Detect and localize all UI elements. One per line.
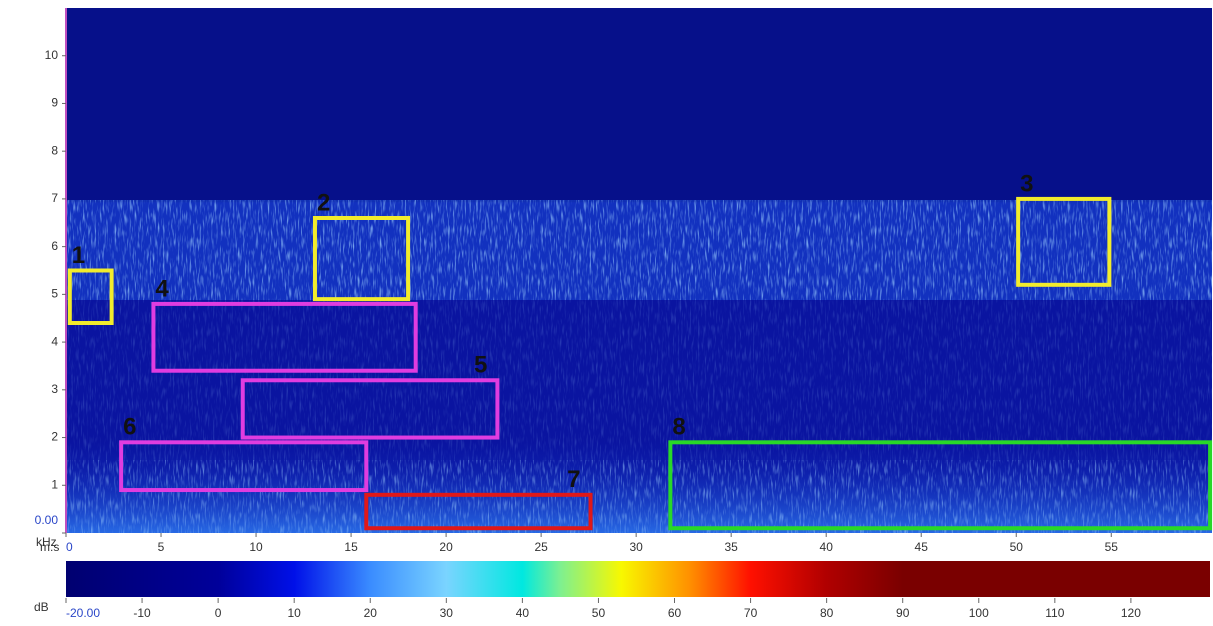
x-tick-label: 15	[344, 540, 358, 554]
colorbar-tick-label: 10	[288, 606, 302, 620]
spectrogram	[66, 8, 1212, 533]
colorbar-tick-label: 110	[1045, 606, 1064, 620]
x-tick-label: 5	[158, 540, 165, 554]
colorbar-tick-label: 0	[215, 606, 222, 620]
annotation-box	[364, 492, 593, 531]
x-tick-label: 45	[915, 540, 929, 554]
annotation-box	[312, 216, 411, 302]
colorbar-label: dB	[34, 600, 49, 614]
x-tick-label: 10	[249, 540, 263, 554]
y-tick-label: 8	[51, 143, 58, 157]
x-tick-label: 0	[66, 540, 73, 554]
colorbar-tick-label: 40	[516, 606, 530, 620]
box-label: 2	[317, 189, 330, 216]
box-label: 1	[72, 242, 85, 269]
y-tick-label: 0.00	[35, 513, 59, 527]
colorbar-tick-label: 120	[1121, 606, 1141, 620]
x-tick-label: 25	[534, 540, 548, 554]
y-tick-label: 3	[51, 382, 58, 396]
y-tick-label: 4	[51, 334, 58, 348]
annotation-box	[1016, 196, 1112, 287]
colorbar-tick-label: 60	[668, 606, 682, 620]
box-label: 7	[567, 466, 580, 493]
colorbar-tick-label: 50	[592, 606, 606, 620]
colorbar-tick-label: -20.00	[66, 606, 100, 620]
annotation-box	[119, 440, 369, 493]
x-tick-label: 55	[1105, 540, 1119, 554]
x-axis-label: m:s	[40, 540, 59, 554]
colorbar-tick-label: 30	[440, 606, 454, 620]
box-label: 3	[1020, 170, 1033, 197]
y-tick-label: 9	[51, 96, 58, 110]
colorbar-tick-label: 80	[820, 606, 834, 620]
mid-texture	[66, 300, 1212, 460]
y-tick-label: 7	[51, 191, 58, 205]
colorbar-tick-label: -10	[133, 606, 151, 620]
x-tick-label: 35	[724, 540, 738, 554]
y-tick-label: 2	[51, 430, 58, 444]
colorbar-tick-label: 100	[969, 606, 989, 620]
box-label: 5	[474, 352, 487, 379]
x-tick-label: 50	[1010, 540, 1024, 554]
y-tick-label: 5	[51, 287, 58, 301]
upper-band	[66, 8, 1212, 203]
annotation-box	[67, 268, 114, 325]
annotation-box	[151, 301, 418, 373]
y-tick-label: 10	[45, 48, 59, 62]
box-label: 4	[155, 275, 169, 302]
annotation-box	[240, 378, 500, 440]
low-texture	[66, 460, 1212, 533]
box-label: 6	[123, 414, 136, 441]
x-tick-label: 30	[629, 540, 643, 554]
box-label: 8	[672, 414, 685, 441]
y-tick-label: 1	[51, 477, 58, 491]
x-tick-label: 20	[439, 540, 453, 554]
annotation-box	[668, 440, 1213, 531]
y-tick-label: 6	[51, 239, 58, 253]
colorbar-tick-label: 90	[896, 606, 910, 620]
colorbar	[66, 561, 1210, 597]
colorbar-tick-label: 70	[744, 606, 758, 620]
x-tick-label: 40	[820, 540, 834, 554]
colorbar-tick-label: 20	[364, 606, 378, 620]
y-axis-label: kHz	[36, 535, 57, 549]
